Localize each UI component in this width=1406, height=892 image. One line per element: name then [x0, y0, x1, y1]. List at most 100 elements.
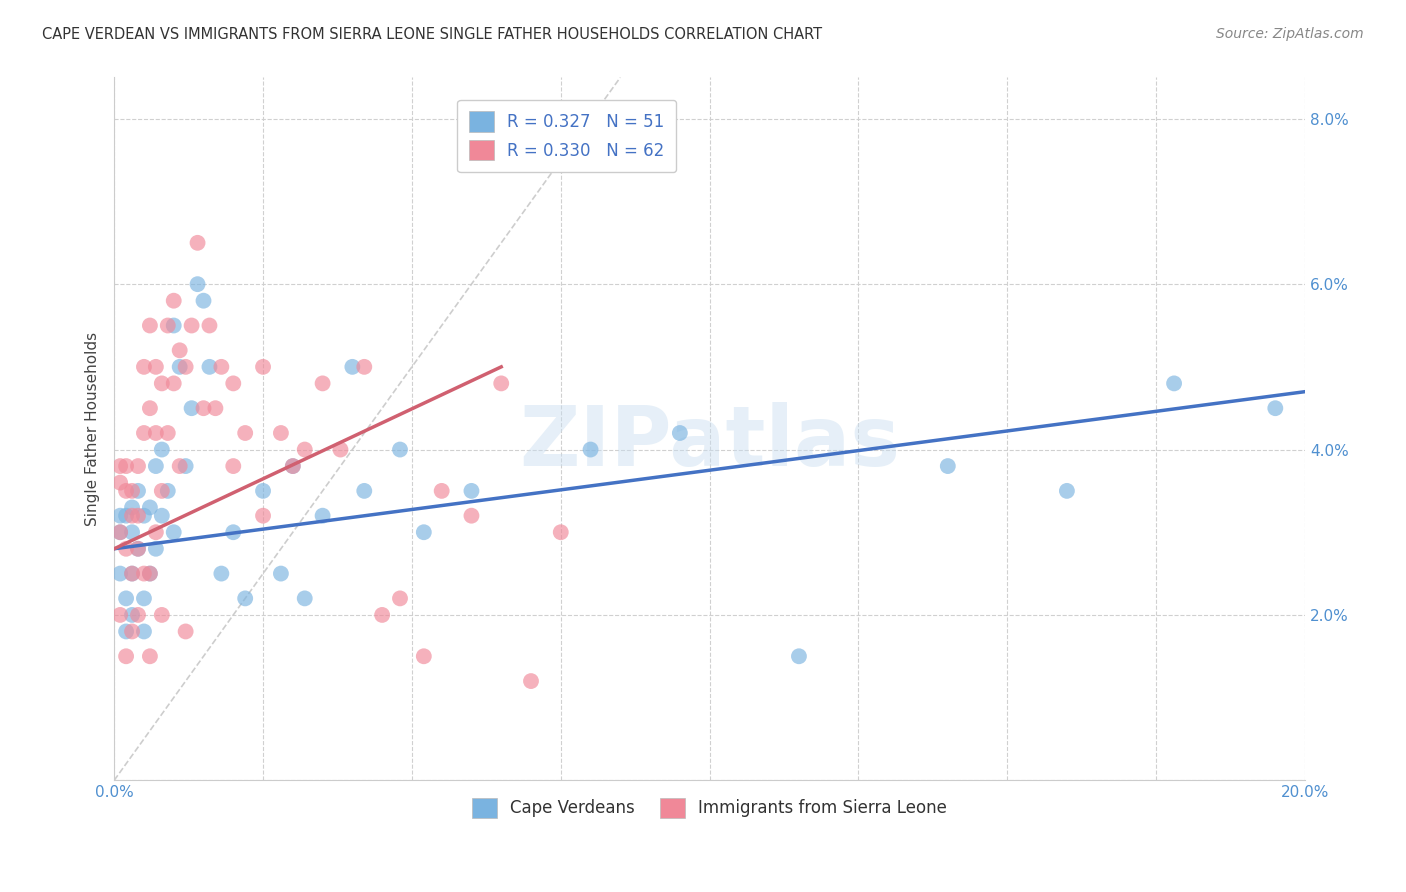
Point — [139, 566, 162, 581]
Point — [198, 318, 221, 333]
Point — [180, 401, 202, 416]
Point — [121, 483, 143, 498]
Point — [156, 483, 179, 498]
Point — [311, 508, 333, 523]
Point — [412, 525, 434, 540]
Point — [187, 235, 209, 250]
Point — [388, 442, 411, 457]
Point — [139, 401, 162, 416]
Point — [222, 376, 245, 391]
Point — [132, 566, 155, 581]
Point — [132, 425, 155, 440]
Point — [174, 359, 197, 374]
Point — [115, 483, 138, 498]
Point — [353, 483, 375, 498]
Point — [353, 359, 375, 374]
Point — [121, 566, 143, 581]
Point — [520, 674, 543, 689]
Point — [489, 153, 512, 168]
Point — [132, 508, 155, 523]
Point — [169, 343, 191, 358]
Point — [1056, 483, 1078, 498]
Point — [150, 483, 173, 498]
Point — [150, 376, 173, 391]
Point — [108, 508, 131, 523]
Point — [145, 541, 167, 556]
Point — [294, 591, 316, 606]
Point — [193, 401, 215, 416]
Point — [163, 525, 186, 540]
Point — [127, 541, 149, 556]
Point — [156, 318, 179, 333]
Point — [371, 607, 394, 622]
Point — [1163, 376, 1185, 391]
Point — [108, 475, 131, 490]
Point — [252, 508, 274, 523]
Point — [115, 459, 138, 474]
Point — [163, 318, 186, 333]
Point — [204, 401, 226, 416]
Point — [121, 624, 143, 639]
Point — [145, 459, 167, 474]
Point — [209, 359, 232, 374]
Text: ZIPatlas: ZIPatlas — [519, 402, 900, 483]
Point — [222, 459, 245, 474]
Legend: Cape Verdeans, Immigrants from Sierra Leone: Cape Verdeans, Immigrants from Sierra Le… — [465, 791, 953, 825]
Point — [550, 525, 572, 540]
Point — [163, 293, 186, 308]
Point — [460, 508, 482, 523]
Point — [150, 442, 173, 457]
Point — [108, 525, 131, 540]
Point — [121, 525, 143, 540]
Point — [270, 566, 292, 581]
Text: CAPE VERDEAN VS IMMIGRANTS FROM SIERRA LEONE SINGLE FATHER HOUSEHOLDS CORRELATIO: CAPE VERDEAN VS IMMIGRANTS FROM SIERRA L… — [42, 27, 823, 42]
Point — [115, 541, 138, 556]
Text: Source: ZipAtlas.com: Source: ZipAtlas.com — [1216, 27, 1364, 41]
Y-axis label: Single Father Households: Single Father Households — [86, 332, 100, 526]
Point — [132, 624, 155, 639]
Point — [132, 591, 155, 606]
Point — [132, 359, 155, 374]
Point — [115, 624, 138, 639]
Point — [174, 459, 197, 474]
Point — [270, 425, 292, 440]
Point — [281, 459, 304, 474]
Point — [180, 318, 202, 333]
Point — [233, 425, 256, 440]
Point — [222, 525, 245, 540]
Point — [169, 459, 191, 474]
Point — [121, 500, 143, 515]
Point — [145, 425, 167, 440]
Point — [187, 277, 209, 292]
Point — [139, 500, 162, 515]
Point — [127, 541, 149, 556]
Point — [388, 591, 411, 606]
Point — [127, 607, 149, 622]
Point — [936, 459, 959, 474]
Point — [233, 591, 256, 606]
Point — [460, 483, 482, 498]
Point — [145, 525, 167, 540]
Point — [294, 442, 316, 457]
Point — [108, 566, 131, 581]
Point — [145, 359, 167, 374]
Point — [121, 607, 143, 622]
Point — [108, 525, 131, 540]
Point — [489, 376, 512, 391]
Point — [209, 566, 232, 581]
Point — [342, 359, 364, 374]
Point — [139, 318, 162, 333]
Point — [108, 607, 131, 622]
Point — [669, 425, 692, 440]
Point — [115, 591, 138, 606]
Point — [150, 607, 173, 622]
Point — [169, 359, 191, 374]
Point — [127, 459, 149, 474]
Point — [156, 425, 179, 440]
Point — [252, 359, 274, 374]
Point — [108, 459, 131, 474]
Point — [1264, 401, 1286, 416]
Point — [412, 649, 434, 664]
Point — [787, 649, 810, 664]
Point — [329, 442, 352, 457]
